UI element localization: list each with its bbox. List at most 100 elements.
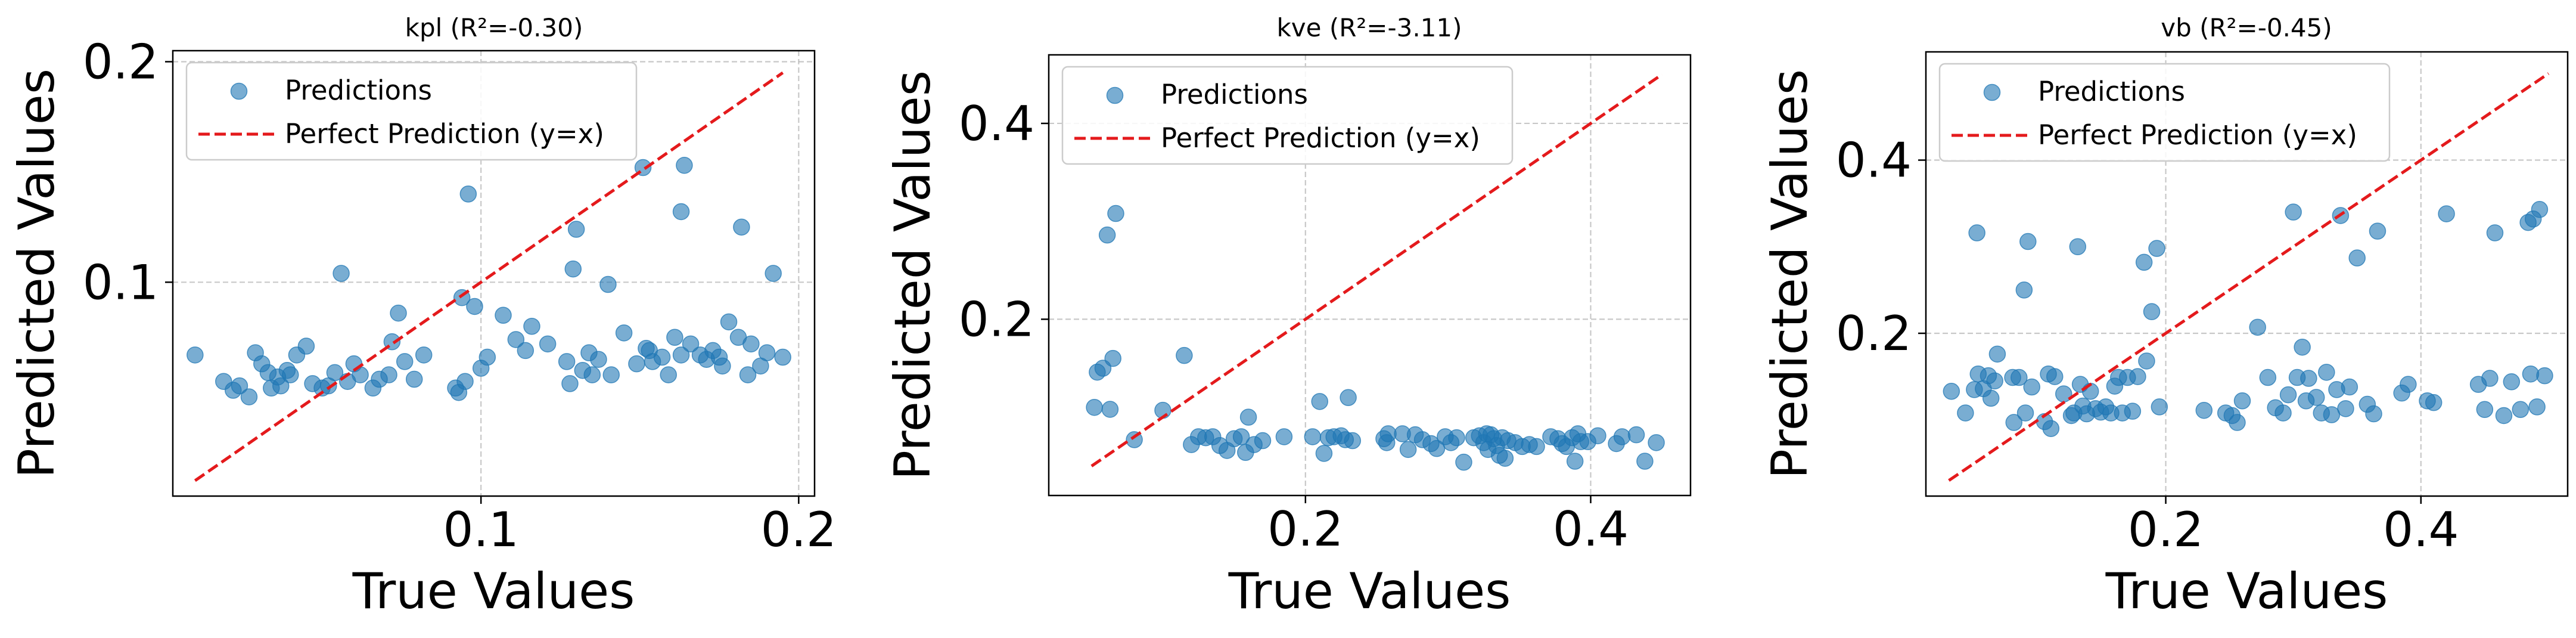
chart0-point-64 xyxy=(672,346,690,364)
chart0-point-40 xyxy=(507,331,525,348)
chart0-point-47 xyxy=(567,221,585,238)
chart1-title: kve (R²=-3.11) xyxy=(1276,13,1462,42)
chart0-point-50 xyxy=(583,366,601,383)
chart1-legend-marker xyxy=(1106,86,1124,104)
chart2-title: vb (R²=-0.45) xyxy=(2161,13,2332,42)
chart0-point-54 xyxy=(615,324,633,342)
chart1-legend-label-0: Predictions xyxy=(1161,79,1308,110)
chart1-point-21 xyxy=(1254,432,1272,450)
chart2: 0.2 0.4 0.2 0.4 vb (R²=-0.45) True Values Pred… xyxy=(1761,13,2569,620)
chart0-legend: Predictions Perfect Prediction (y=x) xyxy=(185,61,638,161)
chart2-point-24 xyxy=(2069,238,2087,256)
chart1-point-70 xyxy=(1589,427,1606,445)
chart1-point-25 xyxy=(1315,445,1333,462)
chart2-point-58 xyxy=(2300,370,2317,387)
chart0-point-80 xyxy=(774,348,791,366)
chart1-point-44 xyxy=(1455,453,1472,471)
chart2-point-42 xyxy=(2148,240,2165,257)
chart0-point-38 xyxy=(478,348,496,366)
chart0-point-66 xyxy=(682,335,700,353)
chart0-point-30 xyxy=(415,346,433,364)
chart0-point-79 xyxy=(765,265,782,282)
chart2-xtick-label-1: 0.4 xyxy=(2383,502,2459,558)
chart1-point-5 xyxy=(1104,349,1121,367)
chart2-point-38 xyxy=(2129,368,2146,385)
chart2-point-41 xyxy=(2143,303,2161,320)
chart2-point-84 xyxy=(2522,365,2540,383)
chart2-point-75 xyxy=(2438,205,2455,222)
chart0-point-29 xyxy=(405,370,423,388)
chart0-ytick-label-0: 0.1 xyxy=(83,255,159,310)
chart2-point-11 xyxy=(2005,414,2022,431)
chart0-legend-box xyxy=(185,61,638,161)
chart1-plot-area xyxy=(1086,73,1665,471)
chart1-ylabel: Predicted Values xyxy=(884,70,941,480)
chart0-point-45 xyxy=(561,375,579,392)
chart0: 0.1 0.2 0.1 0.2 kpl (R²=-0.30) True Values Pre… xyxy=(8,13,837,620)
chart0-point-62 xyxy=(666,329,683,346)
chart2-point-62 xyxy=(2323,406,2341,423)
chart1-point-66 xyxy=(1566,453,1584,470)
chart2-point-56 xyxy=(2294,338,2311,356)
chart2-point-13 xyxy=(2015,281,2033,299)
chart0-plot-area xyxy=(187,71,791,482)
chart2-perfect-line xyxy=(1948,72,2550,482)
chart2-point-39 xyxy=(2135,253,2153,271)
chart2-point-15 xyxy=(2019,233,2037,250)
chart0-point-65 xyxy=(676,157,693,174)
chart2-xtick-label-0: 0.2 xyxy=(2128,502,2204,558)
chart0-point-52 xyxy=(599,275,617,293)
chart0-point-71 xyxy=(714,357,731,375)
chart0-point-4 xyxy=(240,388,258,405)
chart0-title: kpl (R²=-0.30) xyxy=(405,13,583,42)
chart2-point-74 xyxy=(2425,394,2443,411)
chart0-xlabel: True Values xyxy=(352,562,635,620)
chart2-point-14 xyxy=(2016,404,2034,422)
chart2-point-79 xyxy=(2486,224,2504,241)
chart1-point-73 xyxy=(1627,426,1645,444)
chart1-point-72 xyxy=(1613,428,1631,445)
chart0-point-27 xyxy=(390,304,407,322)
chart2-point-20 xyxy=(2046,368,2064,385)
chart2-point-48 xyxy=(2233,392,2251,410)
chart2-point-49 xyxy=(2249,318,2266,336)
chart2-legend-marker xyxy=(1983,83,2001,101)
chart1-point-60 xyxy=(1528,438,1545,456)
chart2-point-1 xyxy=(1957,404,1974,422)
chart2-point-0 xyxy=(1943,383,1960,400)
chart0-point-55 xyxy=(628,355,645,373)
chart2-legend: Predictions Perfect Prediction (y=x) xyxy=(1938,63,2391,162)
chart2-point-50 xyxy=(2259,368,2277,386)
chart0-point-39 xyxy=(495,306,512,324)
chart2-legend-label-0: Predictions xyxy=(2038,76,2185,107)
chart0-point-74 xyxy=(733,218,750,236)
chart0-point-43 xyxy=(539,335,557,353)
chart2-point-65 xyxy=(2337,400,2354,417)
chart1-point-19 xyxy=(1239,408,1257,426)
chart0-point-72 xyxy=(720,313,738,331)
chart1-point-40 xyxy=(1428,439,1446,457)
chart1-point-31 xyxy=(1344,432,1362,450)
chart1-point-36 xyxy=(1399,441,1417,459)
chart1-xtick-label-1: 0.4 xyxy=(1553,501,1629,557)
chart0-point-46 xyxy=(564,260,582,278)
chart2-point-54 xyxy=(2285,203,2302,221)
chart1-point-34 xyxy=(1379,425,1397,442)
chart0-point-14 xyxy=(297,337,315,355)
chart2-xlabel: True Values xyxy=(2105,562,2388,620)
chart2-point-80 xyxy=(2495,407,2513,425)
chart1-point-3 xyxy=(1098,226,1116,244)
chart2-point-72 xyxy=(2400,376,2417,393)
chart2-point-87 xyxy=(2531,201,2549,218)
chart0-legend-label-0: Predictions xyxy=(285,75,432,106)
chart1-point-17 xyxy=(1232,428,1250,445)
chart2-point-77 xyxy=(2476,401,2494,419)
chart1-legend-box xyxy=(1061,66,1514,165)
chart0-legend-label-1: Perfect Prediction (y=x) xyxy=(285,118,604,150)
chart2-point-69 xyxy=(2365,405,2382,423)
chart0-point-51 xyxy=(590,351,607,368)
chart0-ytick-label-1: 0.2 xyxy=(83,34,159,89)
chart1-point-74 xyxy=(1636,453,1654,470)
chart0-point-19 xyxy=(333,265,350,282)
chart1-axes-frame xyxy=(1048,54,1692,497)
